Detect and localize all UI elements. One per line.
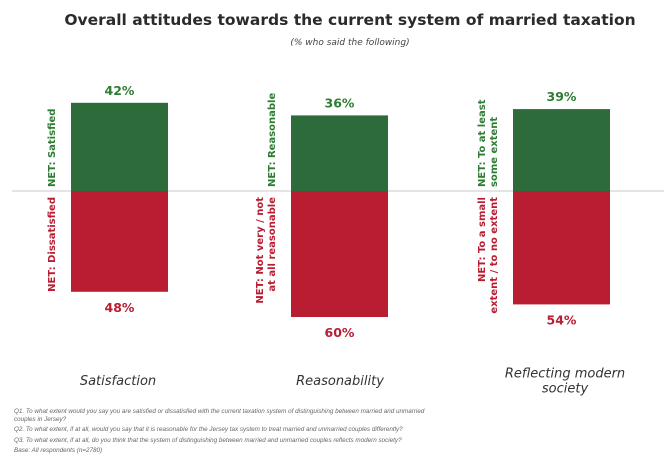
bar-negative [71, 191, 168, 292]
value-label-negative: 48% [105, 300, 135, 315]
negative-label: NET: To a small [477, 197, 488, 282]
bar-positive [71, 102, 168, 191]
negative-label: extent / to no extent [489, 197, 500, 314]
positive-label: NET: Reasonable [267, 93, 278, 187]
category-label: Reasonability [296, 374, 384, 389]
negative-label: NET: Dissatisfied [47, 197, 58, 292]
positive-label: NET: Satisfied [47, 109, 58, 187]
bar-negative [291, 191, 388, 317]
value-label-positive: 36% [325, 95, 355, 110]
footnote: couples in Jersey? [14, 416, 67, 423]
bar-positive [291, 115, 388, 191]
value-label-negative: 60% [325, 325, 355, 340]
negative-label: NET: Not very / not [255, 197, 266, 304]
footnote: Q2. To what extent, if at all, would you… [14, 426, 403, 433]
category-label: Satisfaction [80, 374, 156, 389]
value-label-negative: 54% [547, 312, 577, 327]
chart-subtitle: (% who said the following) [290, 38, 409, 48]
category-label: Reflecting modern [505, 367, 625, 382]
positive-label: NET: To at least [477, 99, 488, 187]
plot-area: 42% 48% NET: Satisfied NET: Dissatisfied Sat… [12, 83, 664, 397]
footnote: Q3. To what extent, if at all, do you th… [14, 437, 402, 444]
bar-positive [513, 109, 610, 191]
positive-label: some extent [489, 117, 500, 187]
value-label-positive: 42% [105, 83, 135, 98]
footnote: Q1. To what extent would you say you are… [14, 408, 425, 415]
value-label-positive: 39% [547, 89, 577, 104]
category-label: society [542, 382, 589, 397]
negative-label: at all reasonable [267, 197, 278, 292]
footnotes: Q1. To what extent would you say you are… [14, 408, 425, 454]
bar-negative [513, 191, 610, 305]
chart-title: Overall attitudes towards the current sy… [64, 11, 635, 29]
footnote: Base: All respondents (n=2780) [14, 447, 102, 454]
